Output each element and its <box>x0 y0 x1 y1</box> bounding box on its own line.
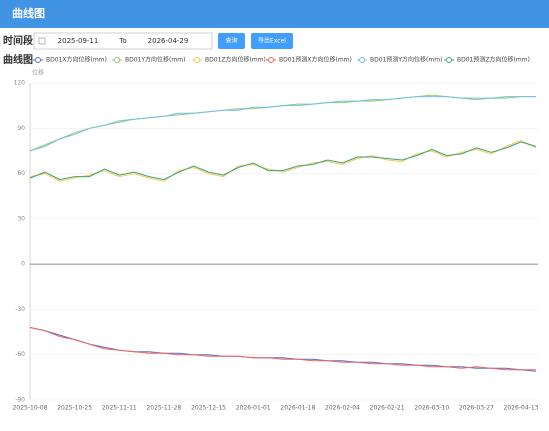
query-button-label[interactable]: 查询 <box>225 37 237 45</box>
x-tick-label: 2026-02-21 <box>370 405 405 412</box>
legend-marker <box>359 57 365 63</box>
legend-label: BD01Z方向位移(mm) <box>205 56 266 64</box>
x-tick-label: 2026-02-04 <box>325 405 360 412</box>
end-date[interactable]: 2026-04-29 <box>148 37 189 45</box>
x-tick-label: 2025-10-08 <box>13 405 48 412</box>
legend-label: BD01预测Z方向位移(mm) <box>457 56 530 64</box>
series-line <box>29 96 536 152</box>
legend-marker <box>35 57 41 63</box>
x-tick-label: 2026-03-10 <box>414 405 449 412</box>
export-button-label[interactable]: 导出Excel <box>258 37 286 45</box>
x-tick-label: 2025-11-28 <box>146 405 181 412</box>
x-tick-label: 2026-04-13 <box>504 405 539 412</box>
y-axis-label: 位移 <box>32 69 44 77</box>
y-tick-label: -90 <box>15 397 25 404</box>
y-tick-label: 120 <box>14 80 26 87</box>
series-line <box>29 94 536 152</box>
legend-label: BD01预测X方向位移(mm) <box>279 56 352 64</box>
y-tick-label: 30 <box>17 215 25 222</box>
section-title: 曲线图 <box>3 53 33 66</box>
legend-marker <box>114 57 120 63</box>
y-tick-label: -60 <box>15 351 25 358</box>
x-tick-label: 2025-10-25 <box>57 405 92 412</box>
y-tick-label: 60 <box>17 170 25 177</box>
series-line <box>29 141 537 181</box>
x-tick-label: 2025-12-15 <box>191 405 226 412</box>
header-title: 曲线图 <box>12 6 45 20</box>
legend-marker <box>194 57 200 63</box>
series-line <box>29 327 536 371</box>
y-tick-label: 0 <box>21 261 25 268</box>
series-line <box>29 327 536 372</box>
legend-label: BD01预测Y方向位移(mm) <box>370 56 442 64</box>
x-tick-label: 2025-11-11 <box>102 405 137 412</box>
legend-marker <box>446 57 452 63</box>
query-button[interactable] <box>218 33 245 49</box>
x-tick-label: 2026-01-01 <box>236 405 271 412</box>
start-date[interactable]: 2025-09-11 <box>58 37 99 45</box>
series-line <box>29 139 537 182</box>
filter-label: 时间段 <box>3 34 33 47</box>
calendar-icon <box>38 37 46 45</box>
y-tick-label: -30 <box>15 306 25 313</box>
x-tick-label: 2026-03-27 <box>459 405 494 412</box>
date-range-input[interactable] <box>33 32 213 50</box>
export-button[interactable] <box>251 33 293 49</box>
y-tick-label: 90 <box>17 125 25 132</box>
legend-marker <box>268 57 274 63</box>
header-bar <box>0 0 549 28</box>
range-separator: To <box>118 37 126 45</box>
x-tick-label: 2026-01-18 <box>280 405 315 412</box>
legend-label: BD01X方向位移(mm) <box>46 56 107 64</box>
legend-label: BD01Y方向位移(mm) <box>125 56 185 64</box>
